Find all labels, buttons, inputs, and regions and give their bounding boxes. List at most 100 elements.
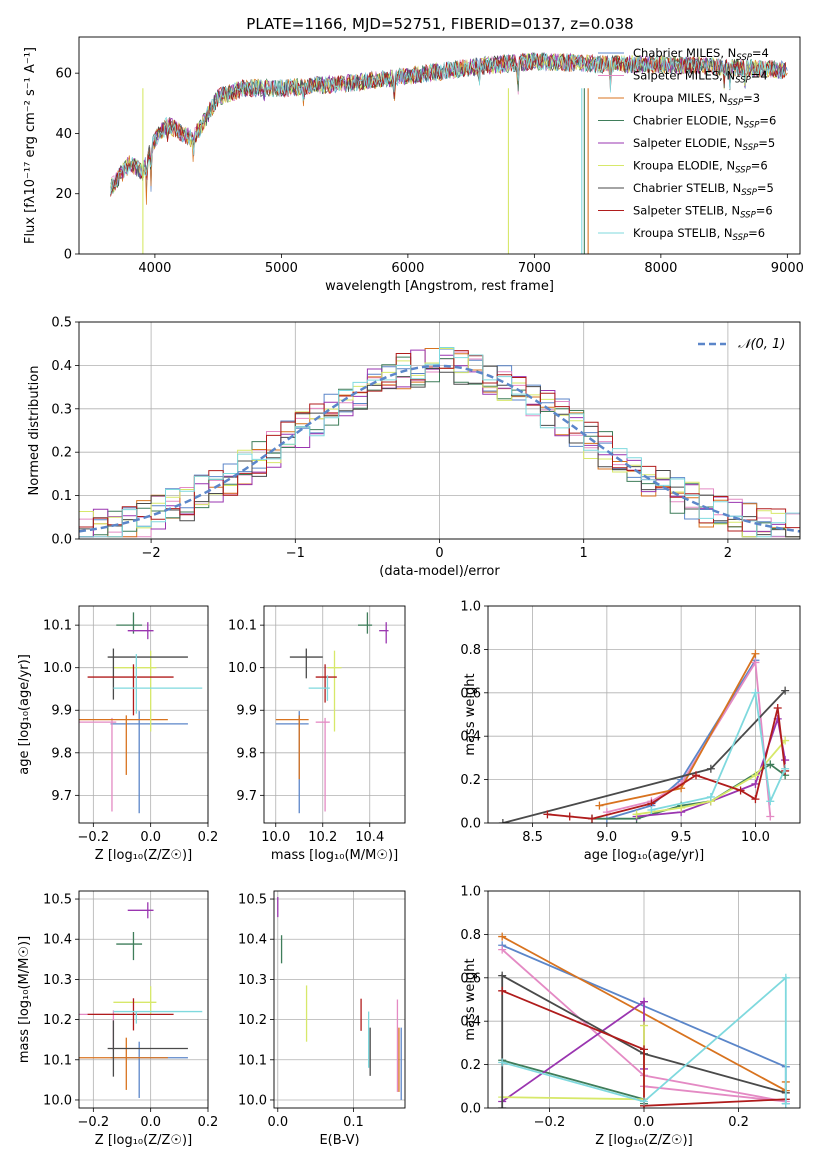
plus-marker: [498, 932, 507, 941]
legend-label: Chabrier ELODIE, NSSP=6: [633, 114, 776, 131]
figure-title: PLATE=1166, MJD=52751, FIBERID=0137, z=0…: [246, 15, 633, 33]
y-axis-label: mass weight: [463, 958, 478, 1040]
x-tick-label: 9.0: [597, 830, 618, 845]
x-tick-label: 0.1: [343, 1115, 364, 1130]
plus-marker: [706, 764, 715, 773]
axes-frame: [487, 890, 801, 1109]
y-tick-label: 0: [64, 248, 72, 263]
mass-weight-line: [592, 763, 786, 820]
legend-label: Salpeter MILES, NSSP=4: [633, 69, 768, 86]
x-tick-label: 10.0: [741, 830, 770, 845]
y-tick-label: 60: [55, 67, 72, 82]
y-tick-label: 10.1: [43, 619, 72, 634]
x-tick-label: 2: [724, 546, 732, 561]
x-tick-label: −0.2: [78, 1115, 110, 1130]
x-tick-label: 0: [435, 546, 443, 561]
plus-marker: [677, 803, 686, 812]
x-tick-label: 0.0: [267, 1115, 288, 1130]
legend-label: Kroupa STELIB, NSSP=6: [633, 226, 765, 243]
x-tick-label: 0.0: [140, 830, 161, 845]
plus-marker: [751, 658, 760, 667]
x-tick-label: −1: [286, 546, 305, 561]
y-tick-label: 0.8: [460, 928, 481, 943]
normal-reference-curve: [79, 364, 800, 533]
x-tick-label: 10.4: [355, 830, 384, 845]
plus-marker: [640, 997, 648, 1006]
y-axis-label: mass weight: [463, 673, 478, 755]
y-tick-label: 10.1: [238, 1053, 267, 1068]
plus-marker: [706, 792, 715, 801]
plus-marker: [781, 973, 790, 982]
y-tick-label: 10.4: [43, 933, 72, 948]
y-tick-label: 0.4: [460, 1015, 481, 1030]
x-axis-label: mass [log₁₀(M/M☉)]: [271, 848, 398, 863]
y-tick-label: 1.0: [460, 600, 481, 615]
axes-frame: [78, 605, 209, 824]
y-tick-label: 0.5: [51, 316, 72, 331]
y-tick-label: 40: [55, 127, 72, 142]
panel-4: 10.0 10.2 10.4 9.7 9.8 9.9 10.0 10.1 mass [log₁₀…: [228, 605, 406, 863]
histogram-step: [79, 347, 800, 538]
y-tick-label: 9.7: [236, 789, 257, 804]
x-tick-label: 4000: [138, 261, 171, 276]
plus-marker: [647, 805, 656, 814]
plus-marker: [781, 736, 790, 745]
y-tick-label: 0.0: [460, 1102, 481, 1117]
panel-6: −0.2 0.0 0.2 10.0 10.1 10.2 10.3 10.4 10.5 Z [log…: [17, 890, 218, 1148]
legend-label: Kroupa MILES, NSSP=3: [633, 91, 760, 108]
mass-weight-line: [501, 975, 787, 1104]
panel-2: −2 −1 0 1 2 0.0 0.1 0.2 0.3 0.4 0.5 (data-model)/er…: [27, 316, 801, 579]
plus-marker: [640, 1097, 648, 1106]
y-tick-label: 0.2: [51, 446, 72, 461]
panel-1: 4000 5000 6000 7000 8000 9000 0 20 40 60 wavelengt…: [23, 36, 804, 294]
panel-3: −0.2 0.0 0.2 9.7 9.8 9.9 10.0 10.1 Z [log₁₀(Z/Z☉…: [17, 605, 219, 863]
y-tick-label: 10.0: [43, 1093, 72, 1108]
y-tick-label: 0.3: [51, 402, 72, 417]
plus-marker: [751, 649, 760, 658]
y-tick-label: 0.2: [460, 1058, 481, 1073]
plus-marker: [781, 1099, 790, 1108]
x-axis-label: E(B-V): [319, 1133, 359, 1148]
x-tick-label: 5000: [265, 261, 298, 276]
mass-weight-line: [501, 974, 787, 1108]
x-axis-label: age [log₁₀(age/yr)]: [584, 848, 705, 863]
plus-marker: [751, 688, 760, 697]
plus-marker: [498, 819, 507, 823]
y-tick-label: 0.0: [460, 817, 481, 832]
y-tick-label: 10.5: [238, 893, 267, 908]
plus-marker: [766, 812, 775, 821]
y-axis-label: mass [log₁₀(M/M☉)]: [17, 936, 32, 1063]
legend-label: Salpeter ELODIE, NSSP=5: [633, 136, 775, 153]
axes-frame: [487, 605, 801, 824]
plus-marker: [751, 779, 760, 788]
y-axis-label: age [log₁₀(age/yr)]: [17, 654, 32, 775]
mass-weight-line: [501, 948, 786, 1103]
x-tick-label: 1: [580, 546, 588, 561]
x-tick-label: 10.2: [308, 830, 337, 845]
y-tick-label: 9.8: [51, 746, 72, 761]
y-tick-label: 10.4: [238, 933, 267, 948]
x-tick-label: 0.2: [728, 1115, 749, 1130]
legend-label: 𝒩(0, 1): [738, 337, 785, 352]
x-tick-label: 0.2: [198, 830, 219, 845]
x-tick-label: 8.5: [522, 830, 543, 845]
plus-marker: [766, 797, 775, 806]
y-tick-label: 0.2: [460, 773, 481, 788]
x-tick-label: 9.5: [671, 830, 692, 845]
mass-weight-line: [651, 689, 786, 811]
y-tick-label: 0.0: [51, 533, 72, 548]
plus-marker: [543, 810, 552, 819]
plus-marker: [751, 771, 760, 780]
plus-marker: [773, 703, 782, 712]
x-tick-label: 7000: [518, 261, 551, 276]
y-tick-label: 10.5: [43, 893, 72, 908]
plus-marker: [692, 771, 700, 780]
x-axis-label: Z [log₁₀(Z/Z☉)]: [95, 848, 192, 863]
y-tick-label: 20: [55, 187, 72, 202]
plus-marker: [595, 801, 604, 810]
mass-weight-line: [501, 989, 786, 1107]
x-tick-label: 0.0: [140, 1115, 161, 1130]
y-tick-label: 0.1: [51, 489, 72, 504]
plus-marker: [565, 812, 574, 821]
x-tick-label: −0.2: [78, 830, 110, 845]
